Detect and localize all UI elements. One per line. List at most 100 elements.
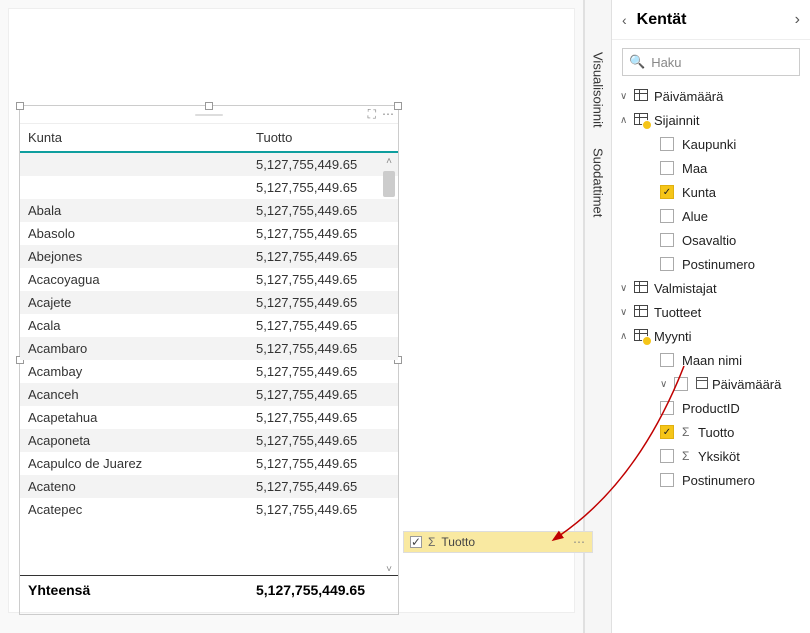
visualizations-tab[interactable]: Visualisoinnit xyxy=(589,48,608,132)
checkbox-icon[interactable] xyxy=(660,257,674,271)
table-icon xyxy=(634,89,650,104)
field-postinumero-m[interactable]: Postinumero xyxy=(612,468,810,492)
table-node-paivamaara[interactable]: ∨ Päivämäärä xyxy=(612,84,810,108)
search-icon: 🔍 xyxy=(629,54,645,70)
table-row[interactable]: Acala5,127,755,449.65 xyxy=(20,314,398,337)
cell-kunta: Acala xyxy=(28,318,256,333)
checkbox-icon[interactable] xyxy=(660,233,674,247)
more-options-icon[interactable]: ⋯ xyxy=(382,107,394,122)
cell-tuotto: 5,127,755,449.65 xyxy=(256,157,390,172)
field-maan-nimi[interactable]: Maan nimi xyxy=(612,348,810,372)
checkbox-icon[interactable] xyxy=(660,209,674,223)
expand-chevron-icon[interactable]: › xyxy=(795,11,800,29)
field-kaupunki[interactable]: Kaupunki xyxy=(612,132,810,156)
filters-tab[interactable]: Suodattimet xyxy=(589,144,608,221)
drag-grip-icon xyxy=(195,114,223,116)
table-node-myynti[interactable]: ∧ Myynti xyxy=(612,324,810,348)
table-row[interactable]: Abasolo5,127,755,449.65 xyxy=(20,222,398,245)
table-label: Tuotteet xyxy=(654,305,701,320)
checkbox-icon[interactable]: ✓ xyxy=(660,425,674,439)
table-header-row: Kunta Tuotto xyxy=(20,124,398,153)
canvas-page[interactable]: ⛶ ⋯ Kunta Tuotto 5,127,755,449.65 5,127,7… xyxy=(8,8,575,613)
field-productid[interactable]: ProductID xyxy=(612,396,810,420)
cell-tuotto: 5,127,755,449.65 xyxy=(256,249,390,264)
search-placeholder: Haku xyxy=(651,55,681,70)
field-kunta[interactable]: ✓Kunta xyxy=(612,180,810,204)
cell-kunta xyxy=(28,180,256,195)
checkbox-icon[interactable] xyxy=(660,449,674,463)
checkbox-icon[interactable] xyxy=(660,161,674,175)
table-row[interactable]: Acateno5,127,755,449.65 xyxy=(20,475,398,498)
table-row[interactable]: Abala5,127,755,449.65 xyxy=(20,199,398,222)
checkbox-icon[interactable] xyxy=(660,353,674,367)
cell-kunta: Abasolo xyxy=(28,226,256,241)
scroll-thumb[interactable] xyxy=(383,171,395,197)
collapse-icon[interactable]: ∧ xyxy=(620,331,634,342)
cell-tuotto: 5,127,755,449.65 xyxy=(256,226,390,241)
pill-label: Tuotto xyxy=(441,535,475,549)
table-node-sijainnit[interactable]: ∧ Sijainnit xyxy=(612,108,810,132)
table-row[interactable]: Acajete5,127,755,449.65 xyxy=(20,291,398,314)
visual-header[interactable]: ⛶ ⋯ xyxy=(20,106,398,124)
checkbox-icon[interactable] xyxy=(674,377,688,391)
collapse-icon[interactable]: ∧ xyxy=(620,115,634,126)
cell-tuotto: 5,127,755,449.65 xyxy=(256,272,390,287)
column-header-tuotto[interactable]: Tuotto xyxy=(256,130,390,145)
field-maa[interactable]: Maa xyxy=(612,156,810,180)
table-row[interactable]: Acambaro5,127,755,449.65 xyxy=(20,337,398,360)
cell-kunta: Acanceh xyxy=(28,387,256,402)
cell-tuotto: 5,127,755,449.65 xyxy=(256,203,390,218)
field-postinumero[interactable]: Postinumero xyxy=(612,252,810,276)
field-drag-pill[interactable]: ✓ Σ Tuotto ⋯ xyxy=(403,531,593,553)
table-label: Sijainnit xyxy=(654,113,700,128)
table-row[interactable]: Acapulco de Juarez5,127,755,449.65 xyxy=(20,452,398,475)
table-node-valmistajat[interactable]: ∨ Valmistajat xyxy=(612,276,810,300)
table-row[interactable]: Acapetahua5,127,755,449.65 xyxy=(20,406,398,429)
search-input[interactable]: 🔍 Haku xyxy=(622,48,800,76)
focus-mode-icon[interactable]: ⛶ xyxy=(368,107,376,122)
sigma-icon: Σ xyxy=(682,449,696,463)
checkbox-icon[interactable] xyxy=(660,401,674,415)
expand-icon[interactable]: ∨ xyxy=(660,379,672,390)
cell-kunta: Acapetahua xyxy=(28,410,256,425)
fields-title: Kentät xyxy=(637,11,687,29)
scroll-up-icon[interactable]: ˄ xyxy=(382,155,396,169)
cell-kunta: Acaponeta xyxy=(28,433,256,448)
table-row[interactable]: Acaponeta5,127,755,449.65 xyxy=(20,429,398,452)
table-label: Valmistajat xyxy=(654,281,717,296)
pill-checkbox-icon: ✓ xyxy=(410,536,422,548)
table-row[interactable]: Acatepec5,127,755,449.65 xyxy=(20,498,398,521)
expand-icon[interactable]: ∨ xyxy=(620,283,634,294)
scroll-track[interactable] xyxy=(382,171,396,561)
cell-kunta: Acatepec xyxy=(28,502,256,517)
table-row[interactable]: 5,127,755,449.65 xyxy=(20,153,398,176)
total-value: 5,127,755,449.65 xyxy=(256,582,390,598)
field-alue[interactable]: Alue xyxy=(612,204,810,228)
table-row[interactable]: Acacoyagua5,127,755,449.65 xyxy=(20,268,398,291)
collapse-chevron-icon[interactable]: ‹ xyxy=(622,12,627,28)
table-row[interactable]: Acanceh5,127,755,449.65 xyxy=(20,383,398,406)
expand-icon[interactable]: ∨ xyxy=(620,307,634,318)
scroll-down-icon[interactable]: ˅ xyxy=(382,563,396,575)
table-icon xyxy=(634,113,650,128)
checkbox-icon[interactable] xyxy=(660,473,674,487)
table-row[interactable]: Acambay5,127,755,449.65 xyxy=(20,360,398,383)
cell-tuotto: 5,127,755,449.65 xyxy=(256,180,390,195)
column-header-kunta[interactable]: Kunta xyxy=(28,130,256,145)
vertical-scrollbar[interactable]: ˄ ˅ xyxy=(382,155,396,575)
checkbox-icon[interactable] xyxy=(660,137,674,151)
expand-icon[interactable]: ∨ xyxy=(620,91,634,102)
table-node-tuotteet[interactable]: ∨ Tuotteet xyxy=(612,300,810,324)
table-label: Päivämäärä xyxy=(654,89,723,104)
field-osavaltio[interactable]: Osavaltio xyxy=(612,228,810,252)
report-canvas[interactable]: ⛶ ⋯ Kunta Tuotto 5,127,755,449.65 5,127,7… xyxy=(0,0,584,633)
table-visual[interactable]: ⛶ ⋯ Kunta Tuotto 5,127,755,449.65 5,127,7… xyxy=(19,105,399,615)
table-row[interactable]: Abejones5,127,755,449.65 xyxy=(20,245,398,268)
field-tuotto[interactable]: ✓ΣTuotto xyxy=(612,420,810,444)
table-row[interactable]: 5,127,755,449.65 xyxy=(20,176,398,199)
checkbox-icon[interactable]: ✓ xyxy=(660,185,674,199)
pill-more-icon[interactable]: ⋯ xyxy=(573,535,586,549)
field-yksikot[interactable]: ΣYksiköt xyxy=(612,444,810,468)
field-paivamaara-hier[interactable]: ∨Päivämäärä xyxy=(612,372,810,396)
table-label: Myynti xyxy=(654,329,692,344)
